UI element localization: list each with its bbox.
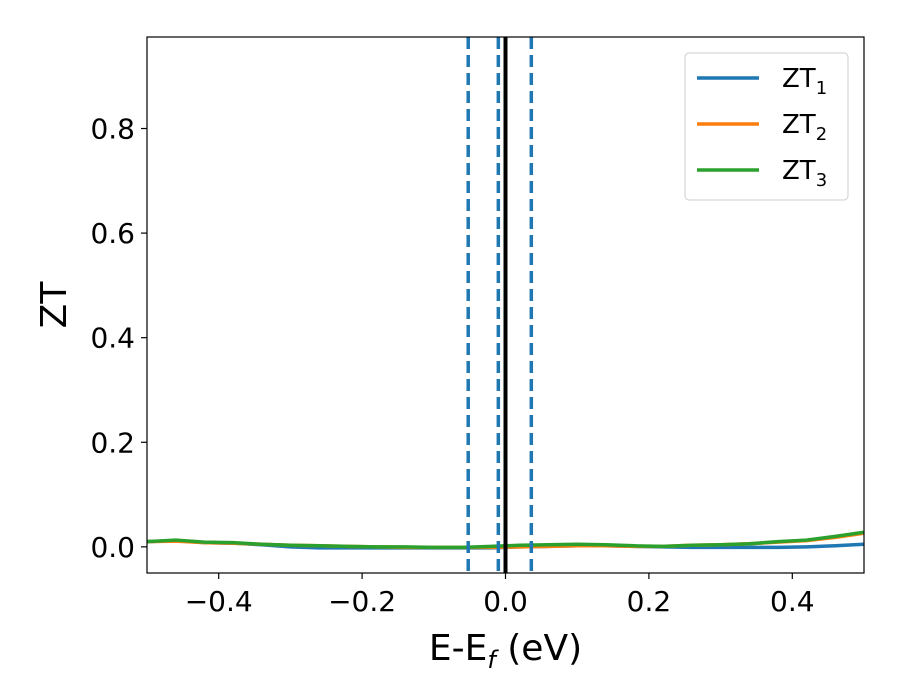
- x-tick-label: 0.0: [483, 585, 528, 618]
- x-tick-label: −0.2: [328, 585, 396, 618]
- y-axis-label: ZT: [34, 281, 75, 329]
- legend: ZT1 ZT2 ZT3: [684, 52, 849, 201]
- x-tick-label: −0.4: [185, 585, 253, 618]
- legend-label-2: ZT2: [782, 110, 827, 145]
- y-tick-label: 0.6: [90, 217, 135, 250]
- y-tick-label: 0.4: [90, 322, 135, 355]
- x-tick-label: 0.2: [627, 585, 672, 618]
- y-tick-label: 0.0: [90, 531, 135, 564]
- y-tick-label: 0.8: [90, 113, 135, 146]
- legend-label-1: ZT1: [782, 64, 827, 99]
- x-tick-label: 0.4: [770, 585, 815, 618]
- x-axis: −0.4 −0.2 0.0 0.2 0.4: [185, 573, 815, 618]
- legend-label-3: ZT3: [782, 156, 827, 191]
- y-axis: 0.0 0.2 0.4 0.6 0.8: [90, 113, 147, 564]
- legend-box: [684, 52, 849, 201]
- plot-area: [147, 37, 864, 573]
- y-tick-label: 0.2: [90, 426, 135, 459]
- x-axis-label: E-Ef (eV): [429, 628, 582, 674]
